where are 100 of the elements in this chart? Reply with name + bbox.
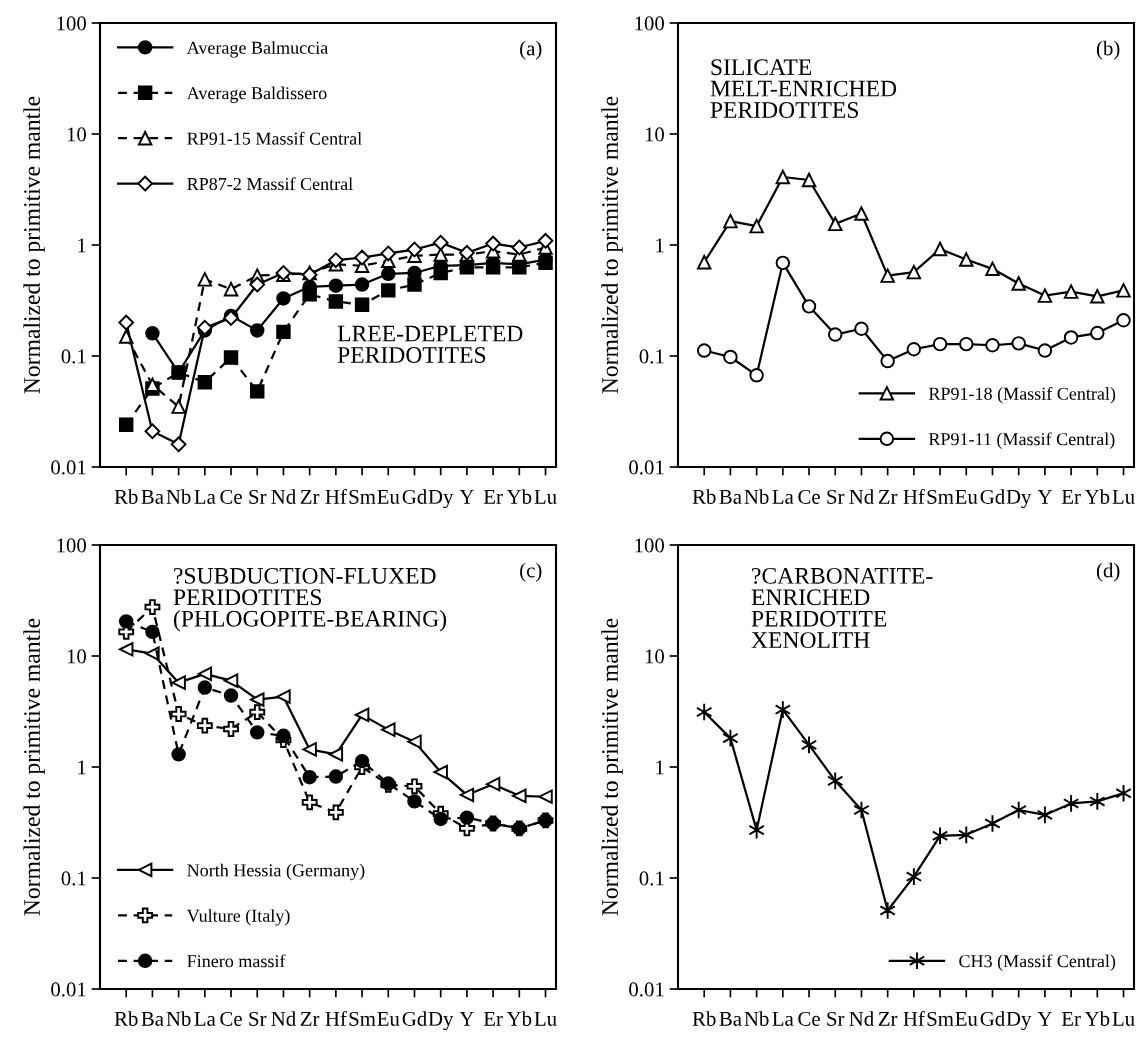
x-tick-label: Eu [955,490,978,504]
x-tick-label: Rb [114,1011,138,1026]
y-tick-label: 0.1 [61,349,86,364]
annotation: LREE-DEPLETED PERIDOTITES [337,325,523,363]
x-tick-label: Nd [271,1011,296,1026]
x-tick-label: Ba [141,490,164,504]
x-tick-label: Ce [798,1011,820,1026]
y-tick-label: 10 [67,649,87,664]
x-tick-label: Zr [878,490,898,504]
x-tick-label: Dy [1006,1011,1032,1031]
x-tick-label: Hf [903,1011,925,1026]
y-tick-label: 0.01 [51,460,86,475]
x-tick-label: Yb [1084,489,1110,504]
x-tick-label: Zr [300,490,320,504]
y-tick-label: 10 [645,649,665,664]
y-axis-title: Normalized to primitive mantle [601,96,623,394]
x-tick-label: Lu [1112,490,1135,504]
x-tick-label: Nd [271,489,296,504]
x-tick-label: Ce [798,489,820,504]
x-tick-label: Y [459,1012,474,1026]
x-tick-label: Lu [534,490,557,504]
x-tick-label: Hf [325,1011,347,1026]
y-axis-title: Normalized to primitive mantle [23,96,45,394]
y-tick-label: 10 [67,127,87,142]
y-tick-label: 0.1 [61,871,86,886]
x-tick-label: Dy [1006,489,1032,509]
y-tick-label: 1 [78,238,86,253]
legend-label: RP87-2 Massif Central [187,177,353,191]
x-tick-label: Eu [377,1012,400,1026]
x-tick-label: Sm [927,489,954,504]
x-tick-label: Rb [692,1011,716,1026]
x-tick-label: Y [1037,490,1052,504]
x-tick-label: La [772,1012,794,1026]
x-tick-label: Zr [878,1012,898,1026]
x-tick-label: La [194,490,216,504]
x-tick-label: Gd [980,489,1005,504]
x-tick-label: Er [483,1012,503,1026]
x-tick-label: Yb [506,489,532,504]
x-tick-label: Nb [166,1011,191,1026]
x-tick-label: Gd [402,489,427,504]
y-tick-label: 0.01 [629,460,664,475]
x-tick-label: Ba [719,1012,742,1026]
x-tick-label: La [772,490,794,504]
x-tick-label: Yb [1084,1011,1110,1026]
x-tick-label: Dy [428,489,454,509]
annotation: ?CARBONATITE- ENRICHED PERIDOTITE XENOLITH [751,567,933,649]
annotation: ?SUBDUCTION-FLUXED PERIDOTITES (PHLOGOPITE-BEARING) [173,567,447,632]
y-tick-label: 1 [656,760,664,775]
annotation: (c) [520,562,542,582]
x-tick-label: Eu [955,1012,978,1026]
legend-label: RP91-18 (Massif Central) [928,386,1116,404]
x-tick-label: Rb [114,489,138,504]
x-tick-label: Ce [220,489,242,504]
x-tick-label: Hf [903,489,925,504]
x-tick-label: Sm [349,1011,376,1026]
x-tick-label: Y [459,490,474,504]
x-tick-label: Nb [744,1011,769,1026]
x-tick-label: Dy [428,1011,454,1031]
y-tick-label: 100 [635,16,665,31]
x-tick-label: Ba [141,1012,164,1026]
x-tick-label: Sm [927,1011,954,1026]
x-tick-label: Ce [220,1011,242,1026]
y-tick-label: 100 [635,538,665,553]
legend-label: RP91-15 Massif Central [187,131,362,145]
x-tick-label: Sm [349,489,376,504]
y-tick-label: 1 [78,760,86,775]
x-tick-label: Y [1037,1012,1052,1026]
legend-label: RP91-11 (Massif Central) [928,432,1115,449]
x-tick-label: Zr [300,1012,320,1026]
y-tick-label: 1 [656,238,664,253]
annotation: (a) [520,40,542,60]
x-tick-label: Yb [506,1011,532,1026]
x-tick-label: Ba [719,490,742,504]
x-tick-label: Gd [980,1011,1005,1026]
x-tick-label: Sr [249,1011,267,1026]
x-tick-label: Gd [402,1011,427,1026]
x-tick-label: Hf [325,489,347,504]
legend-label: CH3 (Massif Central) [959,954,1116,971]
x-tick-label: Nb [166,489,191,504]
y-tick-label: 0.01 [629,982,664,997]
y-tick-label: 0.01 [51,982,86,997]
x-tick-label: Sr [249,489,267,504]
legend-label: Finero massif [187,954,286,968]
annotation: (d) [1096,562,1120,582]
legend-label: Average Baldissero [186,86,327,104]
x-tick-label: Nd [849,1011,874,1026]
y-axis-title: Normalized to primitive mantle [601,618,623,916]
legend-label: Vulture (Italy) [186,909,290,926]
x-tick-label: Sr [827,489,845,504]
legend-label: Average Balmuccia [186,41,328,58]
annotation: (b) [1096,40,1120,60]
x-tick-label: La [194,1012,216,1026]
x-tick-label: Eu [377,490,400,504]
y-tick-label: 0.1 [639,349,664,364]
x-tick-label: Sr [827,1011,845,1026]
x-tick-label: Er [483,490,503,504]
x-tick-label: Nd [849,489,874,504]
y-tick-label: 0.1 [639,871,664,886]
y-tick-label: 10 [645,127,665,142]
legend-label: North Hessia (Germany) [187,863,365,881]
